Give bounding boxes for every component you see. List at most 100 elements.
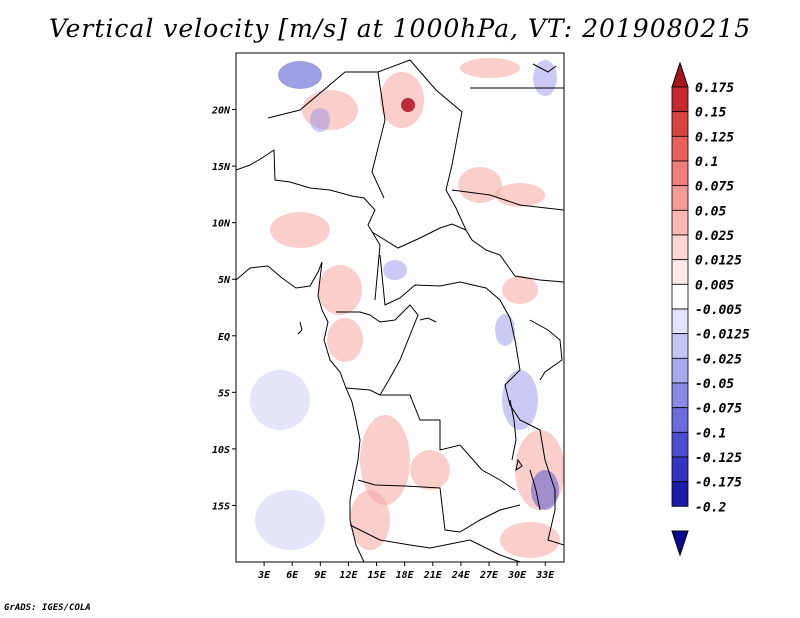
map-title: Vertical velocity [m/s] at 1000hPa, VT: …: [48, 14, 752, 43]
lon-tick-label: 3E: [257, 570, 271, 581]
colorbar-label: -0.0125: [695, 328, 750, 343]
lat-tick-label: 20N: [211, 106, 231, 117]
lon-tick-label: 30E: [507, 570, 527, 581]
border-congo: [336, 304, 419, 396]
country-borders: [236, 59, 564, 562]
colorbar-label: -0.1: [695, 426, 726, 441]
colorbar-box: [671, 234, 689, 261]
lake-malawi: [529, 469, 541, 511]
colorbar-label: -0.005: [695, 303, 742, 318]
border-car-drc: [379, 254, 511, 319]
border-angola-namibia: [357, 479, 521, 533]
border-kenya: [529, 319, 563, 381]
patch-algeria-south: [310, 108, 330, 132]
colorbar-label: -0.175: [695, 476, 742, 491]
colorbar-box: [671, 283, 689, 310]
colorbar-box: [671, 86, 689, 113]
colorbar-label: 0.025: [695, 229, 734, 244]
colorbar-label: -0.2: [695, 500, 726, 515]
lake-tanganyika: [509, 399, 517, 461]
patch-gabon: [327, 318, 363, 362]
patch-tanzania: [502, 370, 538, 430]
patch-angola-east: [410, 450, 450, 490]
border-angola-drc: [345, 387, 516, 491]
border-redsea-coast: [532, 63, 557, 73]
colorbar-label: 0.075: [695, 180, 734, 195]
lake-small: [515, 458, 523, 472]
colorbar-top-arrow: [671, 61, 689, 88]
colorbar-label: 0.005: [695, 278, 734, 293]
lon-tick-label: 6E: [286, 570, 299, 581]
lat-tick-label: 15S: [212, 501, 230, 512]
colorbar-box: [671, 135, 689, 162]
patch-car: [383, 260, 407, 280]
lon-tick-label: 33E: [535, 570, 555, 581]
patch-sudan-east: [495, 183, 545, 207]
lat-tick-label: 5S: [218, 388, 230, 399]
border-chad-car: [371, 223, 467, 249]
colorbar-label: 0.0125: [695, 254, 742, 269]
velocity-field: [236, 58, 564, 562]
colorbar-box: [671, 481, 689, 507]
lon-tick-label: 21E: [423, 570, 443, 581]
lon-tick-label: 15E: [368, 570, 387, 581]
patch-egypt: [460, 58, 520, 78]
patch-cameroon: [318, 265, 362, 315]
lat-tick-label: 15N: [212, 162, 231, 173]
patch-redsea: [533, 60, 557, 96]
border-ethiopia: [451, 189, 564, 211]
patch-uganda: [502, 276, 538, 304]
patch-sudan: [458, 167, 502, 203]
colorbar-label: 0.125: [695, 130, 734, 145]
lat-tick-label: EQ: [218, 332, 230, 343]
colorbar-box: [671, 259, 689, 285]
colorbar-box: [671, 357, 689, 384]
patch-sahara-north: [380, 72, 424, 128]
lon-tick-label: 24E: [451, 570, 471, 581]
border-west-africa: [236, 149, 381, 301]
colorbar-box: [671, 407, 689, 433]
latitude-axis: 20N 15N 10N 5N EQ 5S 10S 15S: [211, 106, 236, 512]
border-sudan: [377, 59, 564, 283]
lat-tick-label: 5N: [218, 275, 231, 286]
colorbar-label: -0.05: [695, 377, 734, 392]
lat-tick-label: 10S: [212, 445, 230, 456]
island-bioko: [297, 321, 303, 335]
lake-north: [419, 317, 437, 323]
map-panel: [235, 52, 565, 563]
patch-core: [401, 98, 415, 112]
border-east-africa: [504, 317, 564, 546]
colorbar-box: [671, 382, 689, 409]
colorbar-label: -0.075: [695, 402, 742, 417]
lon-tick-label: 12E: [339, 570, 358, 581]
colorbar-box: [671, 308, 689, 335]
colorbar-box: [671, 185, 689, 211]
colorbar: 0.175 0.15 0.125 0.1 0.075 0.05 0.025 0.0125 0.0…: [671, 61, 750, 557]
patch-atlantic-south: [255, 490, 325, 550]
patch-namibia: [350, 490, 390, 550]
longitude-axis: 3E 6E 9E 12E 15E 18E 21E 24E 27E 30E 33E: [257, 562, 555, 581]
colorbar-box: [671, 431, 689, 458]
lon-tick-label: 18E: [396, 570, 415, 581]
lat-tick-label: 10N: [212, 219, 231, 230]
west-coastline: [236, 261, 365, 562]
patch-algeria: [278, 61, 322, 89]
map-frame: [235, 52, 565, 563]
colorbar-box: [671, 160, 689, 187]
border-namibia-south: [349, 524, 521, 562]
colorbar-bottom-arrow: [671, 530, 689, 557]
colorbar-box: [671, 333, 689, 359]
colorbar-label: -0.125: [695, 451, 742, 466]
colorbar-label: 0.05: [695, 204, 726, 219]
grads-credit: GrADS: IGES/COLA: [4, 603, 91, 613]
patch-sahel-west: [302, 90, 358, 130]
colorbar-box: [671, 209, 689, 236]
colorbar-box: [671, 111, 689, 137]
lon-tick-label: 27E: [479, 570, 499, 581]
patch-angola-west: [360, 415, 410, 505]
patch-lake: [495, 314, 515, 346]
colorbar-box: [671, 456, 689, 483]
patch-atlantic: [250, 370, 310, 430]
colorbar-label: 0.15: [695, 106, 726, 121]
